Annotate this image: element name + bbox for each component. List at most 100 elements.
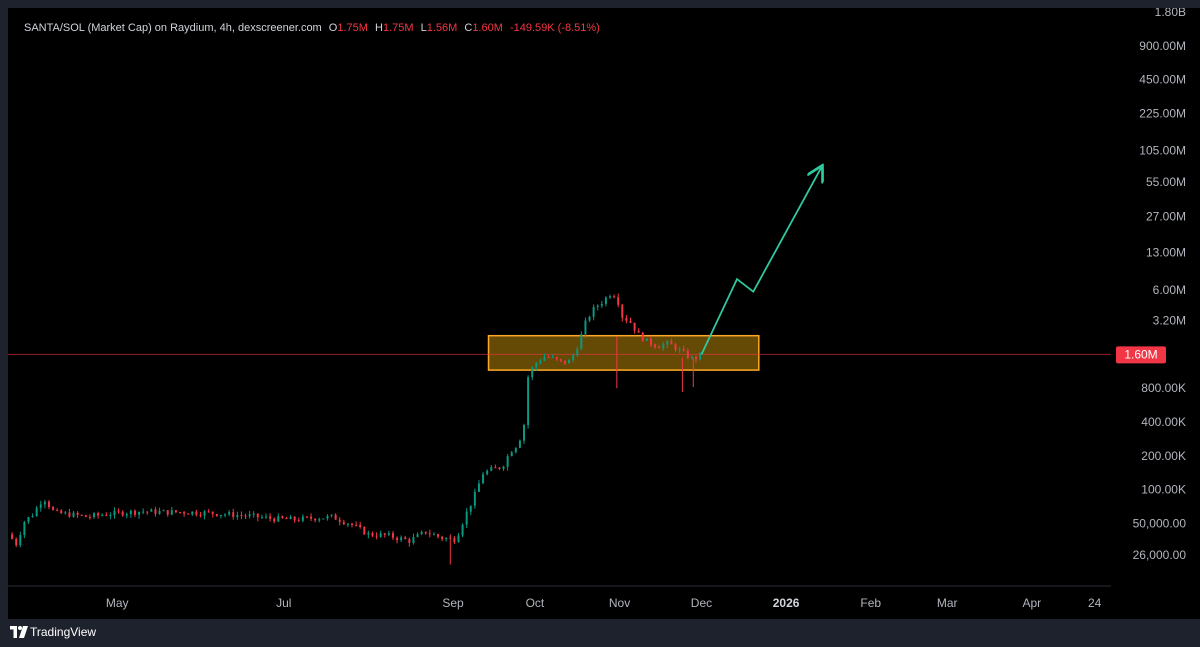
candle-body xyxy=(523,425,526,441)
candle-body xyxy=(199,514,202,516)
candle-body xyxy=(477,483,480,492)
candle-body xyxy=(441,536,444,540)
candle-body xyxy=(142,511,145,513)
candle-body xyxy=(240,515,243,517)
candle-body xyxy=(236,515,239,518)
y-axis-tick-label: 105.00M xyxy=(1139,143,1186,157)
candle-body xyxy=(260,517,263,519)
projection-arrow xyxy=(700,167,822,355)
x-axis-tick-label: Feb xyxy=(860,596,881,610)
legend-symbol: SANTA/SOL (Market Cap) on Raydium, 4h, d… xyxy=(24,22,322,34)
candle-body xyxy=(482,474,485,484)
candle-body xyxy=(326,515,329,519)
candle-body xyxy=(584,320,587,335)
legend-close-label: C xyxy=(464,22,473,34)
candle-body xyxy=(150,509,153,512)
candle-body xyxy=(191,511,194,515)
candle-body xyxy=(265,516,268,518)
candlestick-chart[interactable]: 1.80B 900.00M 450.00M 225.00M 105.00M 55.00M 2… xyxy=(8,5,1200,619)
candle-body xyxy=(473,491,476,506)
candle-body xyxy=(121,511,124,516)
candle-body xyxy=(617,297,620,305)
candle-body xyxy=(527,377,530,426)
candle-body xyxy=(281,516,284,519)
chart-plot-area[interactable]: 1.80B 900.00M 450.00M 225.00M 105.00M 55.00M 2… xyxy=(8,5,1200,619)
candle-body xyxy=(510,452,513,457)
candle-body xyxy=(559,359,562,361)
candle-body xyxy=(404,537,407,540)
candle-body xyxy=(52,507,55,510)
y-axis-tick-label: 225.00M xyxy=(1139,106,1186,120)
candle-body xyxy=(621,304,624,318)
candle-body xyxy=(15,538,18,546)
candle-body xyxy=(93,513,96,518)
candle-body xyxy=(437,534,440,537)
x-axis-tick-label: Jul xyxy=(276,596,291,610)
candle-body xyxy=(490,467,493,471)
candle-body xyxy=(551,357,554,359)
candle-body xyxy=(195,511,198,515)
candle-body xyxy=(572,355,575,360)
legend-low-value: 1.56M xyxy=(426,22,458,34)
candle-body xyxy=(224,514,227,516)
x-axis-tick-label: Mar xyxy=(937,596,958,610)
candle-body xyxy=(125,514,128,516)
candle-body xyxy=(101,514,104,516)
candle-body xyxy=(47,501,50,508)
candle-body xyxy=(682,349,685,351)
y-axis-tick-label: 6.00M xyxy=(1153,283,1186,297)
candle-body xyxy=(568,359,571,364)
y-axis-tick-label: 900.00M xyxy=(1139,39,1186,53)
candle-body xyxy=(277,516,280,522)
candle-body xyxy=(170,510,173,515)
candle-body xyxy=(613,296,616,298)
candle-body xyxy=(35,507,38,517)
tradingview-brand-name[interactable]: TradingView xyxy=(30,625,97,639)
candle-body xyxy=(670,341,673,345)
candle-body xyxy=(187,513,190,515)
candle-body xyxy=(43,501,46,505)
candle-body xyxy=(690,356,693,358)
candle-body xyxy=(625,317,628,321)
candle-body xyxy=(531,367,534,378)
candle-body xyxy=(138,511,141,515)
x-axis-tick-label: 24 xyxy=(1088,596,1102,610)
candle-body xyxy=(351,523,354,525)
candle-body xyxy=(117,510,120,512)
candle-body xyxy=(367,532,370,535)
candle-body xyxy=(113,510,116,516)
candle-body xyxy=(514,447,517,453)
y-axis-tick-label: 55.00M xyxy=(1146,175,1186,189)
candle-body xyxy=(203,511,206,516)
candle-body xyxy=(244,515,247,517)
candle-body xyxy=(355,524,358,526)
candle-body xyxy=(555,357,558,360)
candle-body xyxy=(629,320,632,323)
candle-body xyxy=(686,350,689,358)
candle-body xyxy=(396,537,399,541)
legend-high-value: 1.75M xyxy=(382,22,414,34)
x-axis-tick-label: Oct xyxy=(526,596,545,610)
tradingview-logo-icon[interactable] xyxy=(10,626,28,638)
candle-body xyxy=(699,352,702,360)
candle-body xyxy=(338,519,341,522)
candle-body xyxy=(580,334,583,350)
candle-body xyxy=(88,517,91,519)
candle-body xyxy=(318,519,321,521)
candle-body xyxy=(371,532,374,536)
y-axis-tick-label: 13.00M xyxy=(1146,245,1186,259)
candle-body xyxy=(498,467,501,469)
candle-body xyxy=(658,347,661,349)
current-price-label: 1.60M xyxy=(1124,347,1157,361)
y-axis-tick-label: 450.00M xyxy=(1139,73,1186,87)
candle-body xyxy=(314,518,317,521)
candle-body xyxy=(387,533,390,535)
candle-body xyxy=(305,516,308,518)
candle-body xyxy=(19,535,22,546)
candle-body xyxy=(293,516,296,521)
footer-branding: TradingView xyxy=(8,620,408,647)
legend-open-label: O xyxy=(328,22,338,34)
candle-body xyxy=(604,297,607,304)
candle-body xyxy=(506,456,509,467)
candle-body xyxy=(359,525,362,528)
